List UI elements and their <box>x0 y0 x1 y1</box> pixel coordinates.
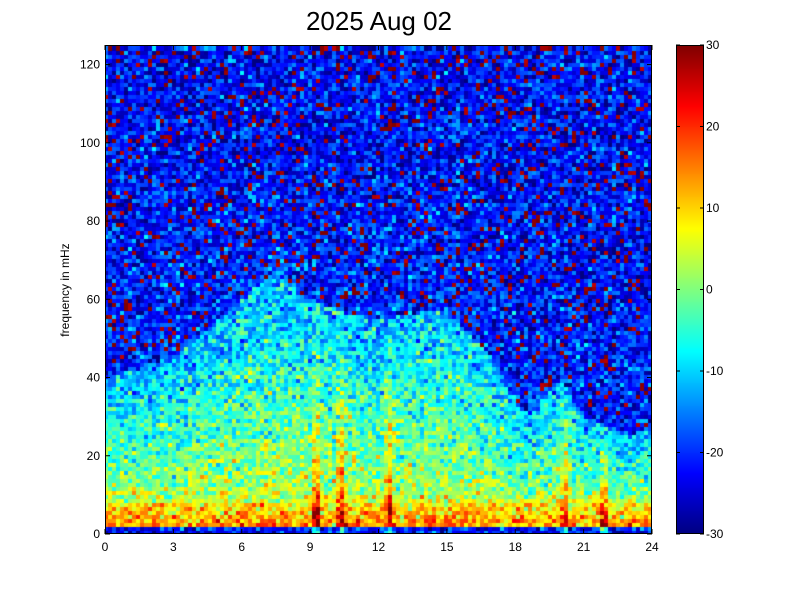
y-tick-label: 40 <box>87 371 101 385</box>
spectrogram-heatmap <box>105 45 652 534</box>
x-tick-label: 9 <box>307 540 314 554</box>
y-tick-label: 80 <box>87 214 101 228</box>
colorbar-tick-label: 20 <box>706 120 720 134</box>
colorbar-tick-label: 10 <box>706 201 720 215</box>
x-tick-label: 6 <box>238 540 245 554</box>
y-tick-label: 120 <box>80 58 100 72</box>
x-tick-label: 0 <box>102 540 109 554</box>
x-tick-label: 18 <box>509 540 523 554</box>
y-tick-label: 20 <box>87 449 101 463</box>
x-tick-label: 21 <box>577 540 591 554</box>
x-tick-label: 3 <box>170 540 177 554</box>
x-tick-label: 12 <box>372 540 386 554</box>
colorbar-tick-label: -10 <box>706 364 724 378</box>
colorbar <box>676 45 704 534</box>
y-tick-label: 100 <box>80 136 100 150</box>
colorbar-tick-label: 0 <box>706 283 713 297</box>
x-tick-label: 15 <box>440 540 454 554</box>
x-tick-label: 24 <box>645 540 659 554</box>
chart-title: 2025 Aug 02 <box>305 6 453 36</box>
y-tick-label: 60 <box>87 292 101 306</box>
colorbar-tick-label: -20 <box>706 446 724 460</box>
y-tick-label: 0 <box>93 527 100 541</box>
colorbar-tick-label: -30 <box>706 527 724 541</box>
colorbar-tick-label: 30 <box>706 38 720 52</box>
